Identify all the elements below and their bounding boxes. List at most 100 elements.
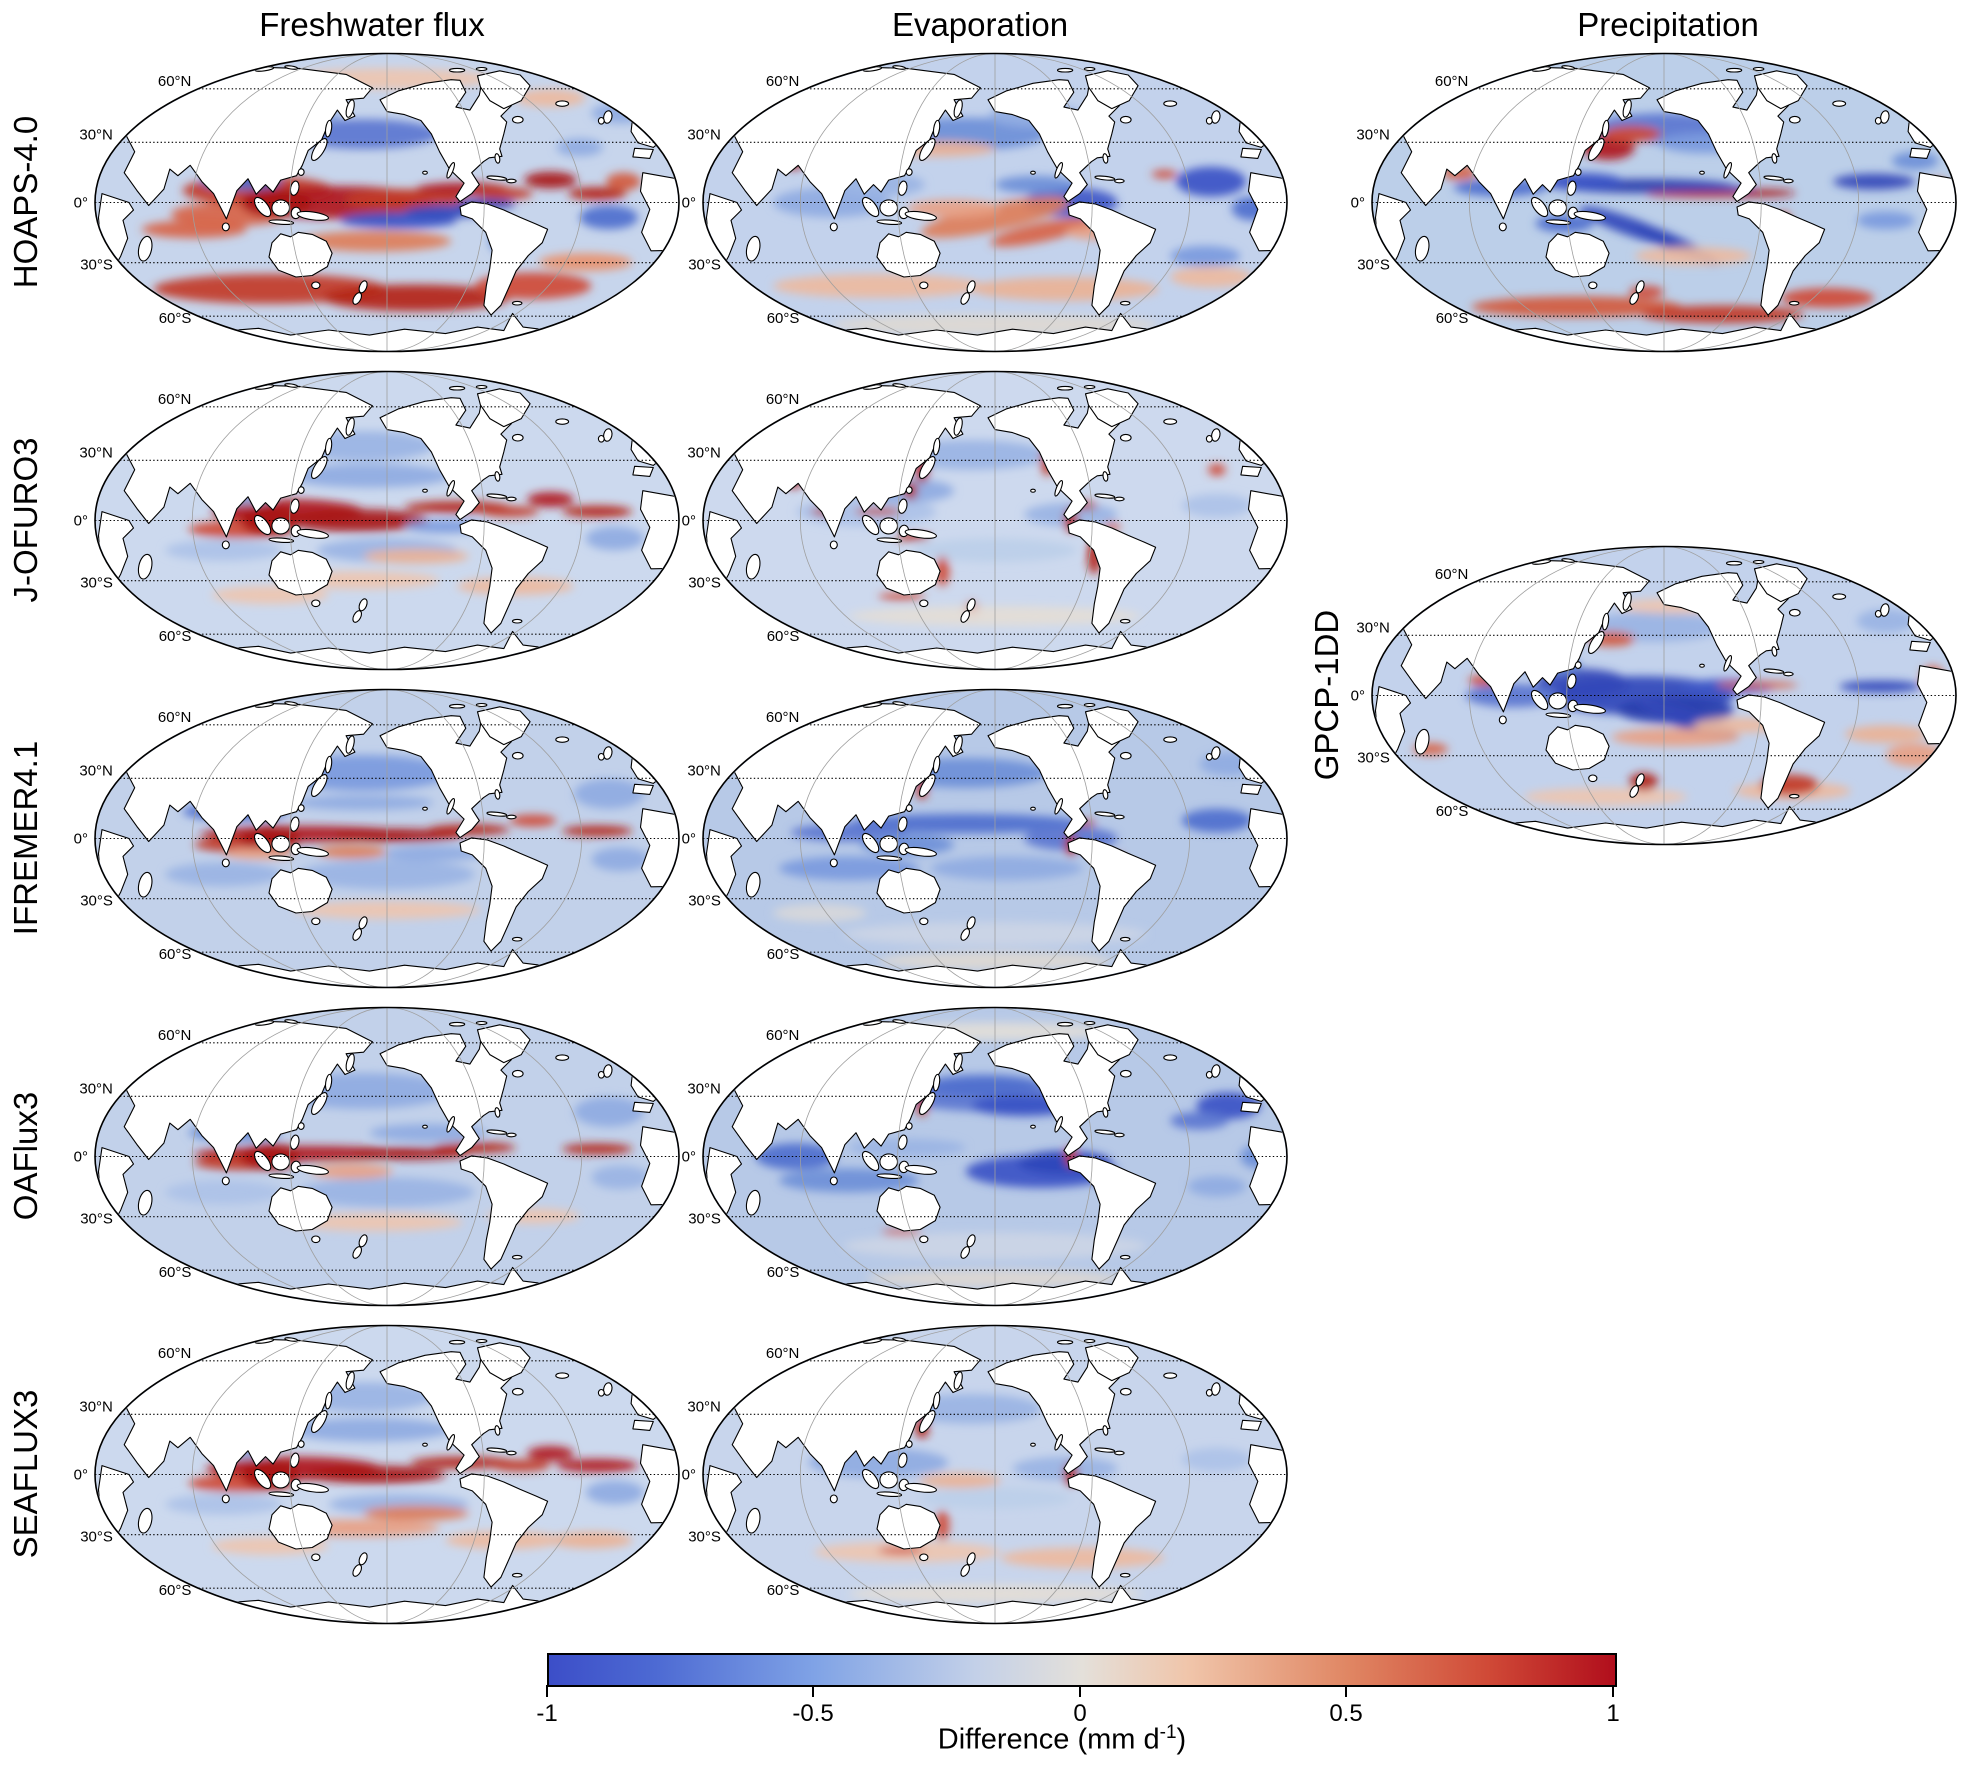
latitude-label: 60°S [159, 628, 192, 645]
map-panel-hoaps-4-0-evaporation: 60°N 30°N 0° 30°S 60°S [633, 50, 1293, 355]
latitude-label: 30°S [80, 1211, 113, 1228]
latitude-label: 30°N [687, 1398, 721, 1415]
latitude-label: 60°N [158, 1027, 192, 1044]
latitude-label: 30°S [688, 1529, 721, 1546]
map-panel-ifremer4-1-evaporation: 60°N 30°N 0° 30°S 60°S [633, 686, 1293, 991]
latitude-label: 60°N [766, 709, 800, 726]
latitude-label: 0° [74, 195, 88, 212]
latitude-label: 0° [682, 195, 696, 212]
mollweide-map: 60°N 30°N 0° 30°S 60°S [682, 1006, 1288, 1307]
mollweide-map: 60°N 30°N 0° 30°S 60°S [74, 1006, 680, 1307]
latitude-label: 0° [682, 1467, 696, 1484]
map-panel-oaflux3-evaporation: 60°N 30°N 0° 30°S 60°S [633, 1004, 1293, 1309]
latitude-label: 30°S [80, 575, 113, 592]
map-panel-seaflux3-evaporation: 60°N 30°N 0° 30°S 60°S [633, 1322, 1293, 1627]
latitude-label: 60°S [1436, 803, 1469, 820]
latitude-label: 30°S [80, 1529, 113, 1546]
latitude-label: 0° [1351, 688, 1365, 705]
mollweide-map: 60°N 30°N 0° 30°S 60°S [682, 370, 1288, 671]
colorbar-tick-label: -1 [536, 1700, 558, 1727]
latitude-label: 30°N [1356, 126, 1390, 143]
column-title-evaporation: Evaporation [891, 6, 1069, 43]
latitude-label: 60°S [159, 946, 192, 963]
latitude-label: 0° [74, 513, 88, 530]
latitude-label: 30°S [80, 893, 113, 910]
latitude-label: 30°N [79, 762, 113, 779]
map-panel-ifremer4-1-freshwater-flux: 60°N 30°N 0° 30°S 60°S [25, 686, 685, 991]
colorbar-tick-label: -0.5 [792, 1700, 834, 1727]
latitude-label: 30°S [1357, 257, 1390, 274]
map-panel-gpcp-1dd-precipitation: 60°N 30°N 0° 30°S 60°S [1302, 543, 1962, 848]
colorbar-tick [1345, 1685, 1347, 1697]
column-title-freshwater-flux: Freshwater flux [259, 6, 485, 43]
map-panel-seaflux3-freshwater-flux: 60°N 30°N 0° 30°S 60°S [25, 1322, 685, 1627]
mollweide-map: 60°N 30°N 0° 30°S 60°S [1351, 52, 1957, 353]
latitude-label: 60°S [159, 1264, 192, 1281]
column-title-precipitation: Precipitation [1577, 6, 1759, 43]
latitude-label: 60°N [158, 391, 192, 408]
latitude-label: 30°S [1357, 750, 1390, 767]
mollweide-map: 60°N 30°N 0° 30°S 60°S [682, 52, 1288, 353]
latitude-label: 60°N [158, 1345, 192, 1362]
colorbar-tick [1079, 1685, 1081, 1697]
map-panel-hoaps-4-0-precipitation: 60°N 30°N 0° 30°S 60°S [1302, 50, 1962, 355]
mollweide-map: 60°N 30°N 0° 30°S 60°S [74, 688, 680, 989]
latitude-label: 30°S [80, 257, 113, 274]
colorbar-label: Difference (mm d-1) [937, 1722, 1187, 1756]
latitude-label: 60°N [158, 709, 192, 726]
latitude-label: 60°N [1435, 566, 1469, 583]
latitude-label: 0° [1351, 195, 1365, 212]
latitude-label: 60°N [158, 73, 192, 90]
colorbar-tick [1612, 1685, 1614, 1697]
latitude-label: 30°N [687, 1080, 721, 1097]
latitude-label: 60°S [767, 946, 800, 963]
latitude-label: 60°S [159, 310, 192, 327]
latitude-label: 60°N [766, 73, 800, 90]
latitude-label: 60°N [1435, 73, 1469, 90]
mollweide-map: 60°N 30°N 0° 30°S 60°S [682, 688, 1288, 989]
colorbar-tick-label: 0 [1073, 1700, 1087, 1727]
latitude-label: 30°N [79, 1080, 113, 1097]
colorbar-tick [546, 1685, 548, 1697]
mollweide-map: 60°N 30°N 0° 30°S 60°S [74, 370, 680, 671]
latitude-label: 30°S [688, 1211, 721, 1228]
latitude-label: 60°S [767, 628, 800, 645]
latitude-label: 60°S [159, 1582, 192, 1599]
latitude-label: 0° [682, 513, 696, 530]
mollweide-map: 60°N 30°N 0° 30°S 60°S [74, 52, 680, 353]
latitude-label: 60°N [766, 1345, 800, 1362]
map-panel-oaflux3-freshwater-flux: 60°N 30°N 0° 30°S 60°S [25, 1004, 685, 1309]
latitude-label: 0° [74, 1149, 88, 1166]
latitude-label: 30°N [687, 762, 721, 779]
map-panel-hoaps-4-0-freshwater-flux: 60°N 30°N 0° 30°S 60°S [25, 50, 685, 355]
latitude-label: 60°N [766, 391, 800, 408]
latitude-label: 30°N [687, 444, 721, 461]
latitude-label: 60°S [1436, 310, 1469, 327]
latitude-label: 30°N [687, 126, 721, 143]
latitude-label: 0° [74, 1467, 88, 1484]
mollweide-map: 60°N 30°N 0° 30°S 60°S [74, 1324, 680, 1625]
latitude-label: 0° [682, 831, 696, 848]
latitude-label: 60°N [766, 1027, 800, 1044]
latitude-label: 30°S [688, 257, 721, 274]
colorbar-tick-label: 1 [1606, 1700, 1620, 1727]
map-panel-j-ofuro3-evaporation: 60°N 30°N 0° 30°S 60°S [633, 368, 1293, 673]
latitude-label: 0° [74, 831, 88, 848]
latitude-label: 30°N [79, 1398, 113, 1415]
latitude-label: 30°N [1356, 619, 1390, 636]
mollweide-map: 60°N 30°N 0° 30°S 60°S [682, 1324, 1288, 1625]
map-panel-j-ofuro3-freshwater-flux: 60°N 30°N 0° 30°S 60°S [25, 368, 685, 673]
latitude-label: 30°N [79, 444, 113, 461]
latitude-label: 0° [682, 1149, 696, 1166]
latitude-label: 60°S [767, 310, 800, 327]
latitude-label: 60°S [767, 1582, 800, 1599]
mollweide-map: 60°N 30°N 0° 30°S 60°S [1351, 545, 1957, 846]
colorbar-gradient [547, 1653, 1617, 1687]
latitude-label: 30°S [688, 575, 721, 592]
colorbar-tick [812, 1685, 814, 1697]
colorbar-tick-label: 0.5 [1329, 1700, 1363, 1727]
latitude-label: 30°S [688, 893, 721, 910]
latitude-label: 60°S [767, 1264, 800, 1281]
latitude-label: 30°N [79, 126, 113, 143]
